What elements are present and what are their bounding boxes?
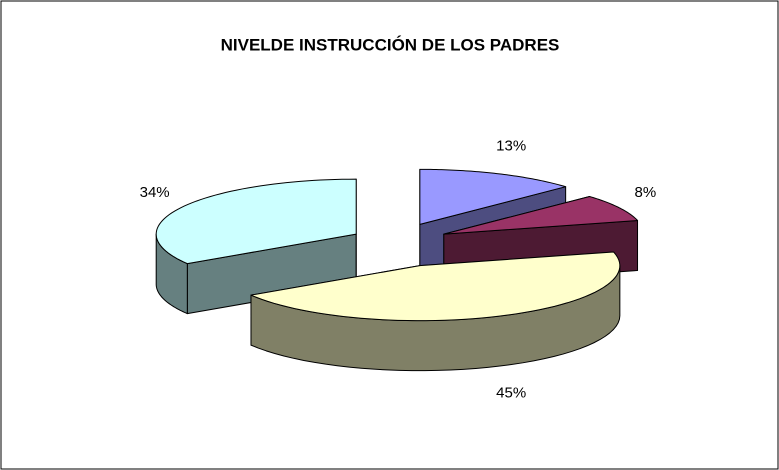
data-label: 45%	[496, 385, 526, 402]
chart-title: NIVELDE INSTRUCCIÓN DE LOS PADRES	[221, 35, 560, 54]
data-label: 8%	[635, 184, 657, 201]
slice	[155, 178, 357, 315]
data-label: 34%	[140, 184, 170, 201]
slice-top	[419, 168, 567, 225]
slice-top	[250, 251, 621, 322]
slice-top	[155, 178, 357, 265]
pie	[155, 168, 639, 372]
data-label: 13%	[496, 137, 526, 154]
slice-top	[443, 196, 639, 235]
slice	[250, 251, 621, 372]
